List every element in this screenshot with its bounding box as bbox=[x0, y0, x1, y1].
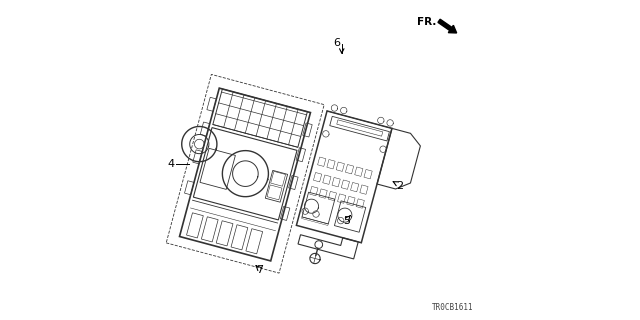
Text: 5: 5 bbox=[343, 216, 349, 226]
Text: 4: 4 bbox=[167, 159, 174, 169]
FancyArrow shape bbox=[438, 19, 457, 33]
Text: TR0CB1611: TR0CB1611 bbox=[432, 303, 474, 312]
Text: 7: 7 bbox=[255, 265, 263, 276]
Text: 6: 6 bbox=[333, 38, 340, 48]
Text: FR.: FR. bbox=[417, 17, 437, 28]
Text: 2: 2 bbox=[396, 180, 403, 191]
